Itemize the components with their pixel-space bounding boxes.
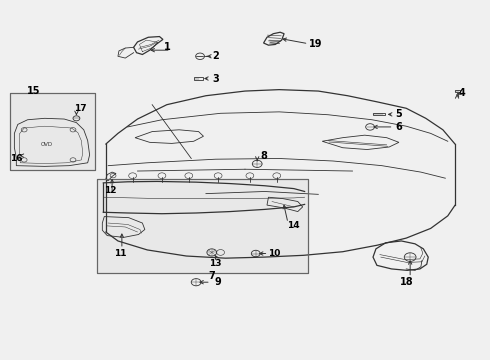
Text: 19: 19 <box>309 39 322 49</box>
FancyBboxPatch shape <box>10 93 95 170</box>
Text: 12: 12 <box>104 186 117 195</box>
Text: 1: 1 <box>165 42 171 52</box>
Text: 10: 10 <box>268 249 280 258</box>
Text: 16: 16 <box>10 154 23 163</box>
Text: 14: 14 <box>287 221 299 230</box>
Text: 8: 8 <box>260 150 267 161</box>
Text: 13: 13 <box>209 259 222 268</box>
Text: OVD: OVD <box>41 141 53 147</box>
Text: 2: 2 <box>212 51 219 61</box>
Text: 6: 6 <box>395 122 402 132</box>
Text: 7: 7 <box>208 271 215 281</box>
Text: 18: 18 <box>400 277 414 287</box>
Text: 5: 5 <box>395 109 402 120</box>
FancyBboxPatch shape <box>98 179 308 273</box>
Text: 15: 15 <box>27 86 41 96</box>
Text: 4: 4 <box>459 88 466 98</box>
Text: 3: 3 <box>212 73 219 84</box>
Text: 11: 11 <box>114 249 126 258</box>
Text: 9: 9 <box>215 277 221 287</box>
Text: 17: 17 <box>74 104 86 113</box>
